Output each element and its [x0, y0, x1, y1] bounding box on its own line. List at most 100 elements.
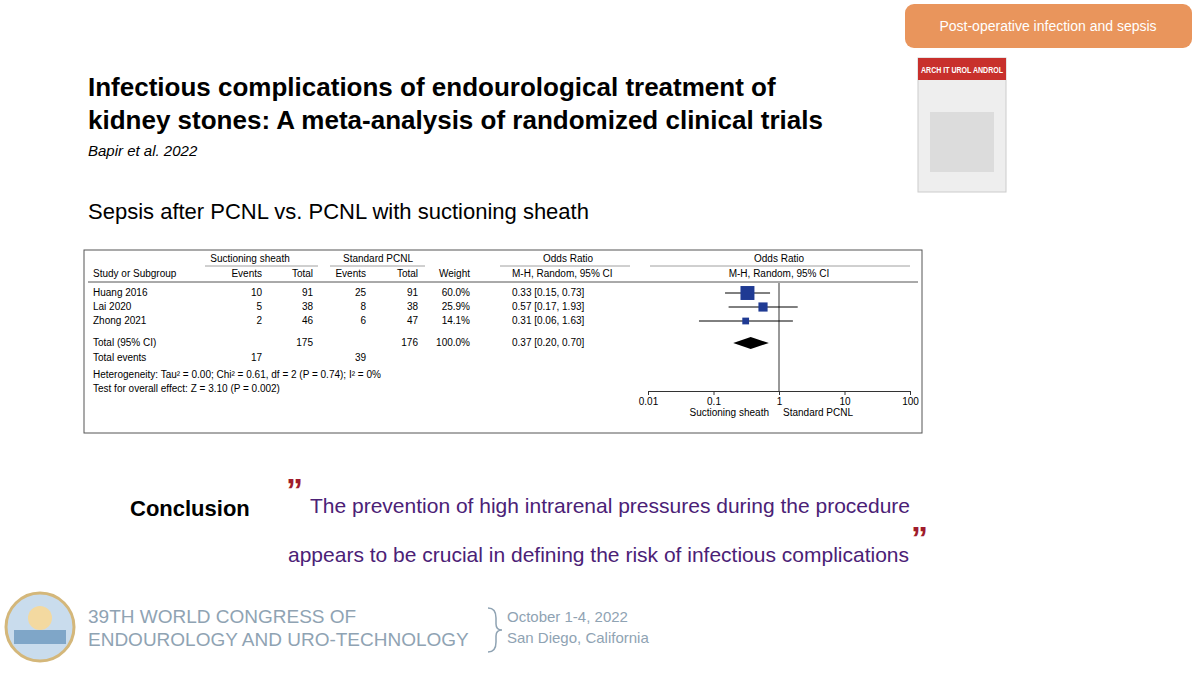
chart-title: Sepsis after PCNL vs. PCNL with suctioni… [88, 199, 589, 224]
tick: 100 [902, 391, 919, 407]
forest-plot: Suctioning sheath Standard PCNL Odds Ratio… [84, 250, 922, 433]
table-cell: 91 [302, 287, 314, 298]
congress: ENDOUROLOGY AND URO-TECHNOLOGY [88, 629, 469, 650]
footer: 39TH WORLD CONGRESS OFENDOUROLOGY AND UR… [6, 593, 649, 661]
table-cell: 0.31 [0.06, 1.63] [512, 315, 585, 326]
overall-effect: Test for overall effect: Z = 3.10 (P = 0… [93, 383, 280, 394]
table-cell: 8 [360, 301, 366, 312]
table-cell: Huang 2016 [93, 287, 148, 298]
title: kidney stones: A meta-analysis of random… [88, 105, 823, 135]
table-cell: 60.0% [442, 287, 470, 298]
total-events-cell: 39 [355, 352, 367, 363]
column-head: Events [231, 268, 262, 279]
tick-label: 0.1 [707, 396, 721, 407]
column-head: Total [292, 268, 313, 279]
total-events-cell: Total events [93, 352, 146, 363]
tick: 0.01 [639, 391, 659, 407]
tick-mark [845, 391, 846, 395]
table-cell: 91 [407, 287, 419, 298]
total-cell: 0.37 [0.20, 0.70] [512, 337, 585, 348]
null-line [779, 283, 780, 391]
marks [699, 286, 798, 349]
quote-mark: ” [286, 471, 303, 509]
congress: 39TH WORLD CONGRESS OF [88, 606, 356, 627]
logo-sea [14, 630, 66, 644]
column-head: M-H, Random, 95% CI [729, 268, 830, 279]
tick-label: 0.01 [639, 396, 659, 407]
column-head: Total [397, 268, 418, 279]
tick-label: 100 [902, 396, 919, 407]
journal-name: ARCH IT UROL ANDROL [921, 65, 1003, 75]
conclusion: Conclusion”The prevention of high intrar… [130, 471, 928, 566]
total-cell: Total (95% CI) [93, 337, 156, 348]
conclusion-text: appears to be crucial in defining the ri… [288, 543, 909, 566]
dates: October 1-4, 2022 [507, 608, 628, 625]
total-cell: 100.0% [436, 337, 470, 348]
tick-label: 10 [839, 396, 851, 407]
table-cell: 6 [360, 315, 366, 326]
column-group: Suctioning sheath [210, 253, 290, 264]
column-head: Weight [439, 268, 470, 279]
tick-mark [714, 391, 715, 395]
badge-text: Post-operative infection and sepsis [939, 18, 1156, 34]
table-cell: 25.9% [442, 301, 470, 312]
title: Infectious complications of endourologic… [88, 72, 776, 102]
axis-label: Standard PCNL [783, 407, 853, 418]
study-square [742, 318, 749, 325]
brace [488, 608, 502, 652]
group-rule [205, 266, 318, 267]
tick: 1 [777, 391, 783, 407]
slide: Post-operative infection and sepsis Infec… [0, 0, 1200, 675]
table-cell: 38 [407, 301, 419, 312]
column-head: M-H, Random, 95% CI [512, 268, 613, 279]
column-group: Odds Ratio [543, 253, 593, 264]
cover-bg [918, 58, 1006, 192]
table-cell: 10 [251, 287, 263, 298]
dates: San Diego, California [507, 629, 649, 646]
pooled-diamond [733, 337, 769, 349]
conclusion-text: The prevention of high intrarenal pressu… [310, 494, 910, 517]
column-head: Study or Subgroup [93, 268, 177, 279]
column-group: Odds Ratio [754, 253, 804, 264]
logo [6, 593, 74, 661]
table-cell: Lai 2020 [93, 301, 132, 312]
header: Infectious complications of endourologic… [88, 72, 823, 224]
tick: 10 [839, 391, 851, 407]
table-cell: 25 [355, 287, 367, 298]
column-group: Standard PCNL [343, 253, 413, 264]
tick: 0.1 [707, 391, 721, 407]
tick-mark [648, 391, 649, 395]
table-cell: 2 [256, 315, 262, 326]
table-cell: 0.33 [0.15, 0.73] [512, 287, 585, 298]
journal-cover: ARCH IT UROL ANDROL [918, 58, 1006, 192]
total-events-cell: 17 [251, 352, 263, 363]
logo-sun [28, 606, 52, 630]
plot-frame [84, 250, 922, 433]
tick-label: 1 [777, 396, 783, 407]
table-cell: 47 [407, 315, 419, 326]
total-cell: 176 [401, 337, 418, 348]
study-square [758, 302, 767, 311]
table-cell: Zhong 2021 [93, 315, 147, 326]
study-square [740, 286, 754, 300]
column-head: Events [335, 268, 366, 279]
cover-image [930, 112, 994, 172]
table-cell: 46 [302, 315, 314, 326]
tick-mark [910, 391, 911, 395]
group-rule [650, 266, 910, 267]
badge: Post-operative infection and sepsis [905, 4, 1192, 48]
citation: Bapir et al. 2022 [88, 142, 198, 159]
badge-bg [905, 4, 1192, 48]
table-cell: 0.57 [0.17, 1.93] [512, 301, 585, 312]
total-cell: 175 [296, 337, 313, 348]
table-cell: 14.1% [442, 315, 470, 326]
axis-label: Suctioning sheath [689, 407, 769, 418]
table-cell: 5 [256, 301, 262, 312]
heterogeneity: Heterogeneity: Tau² = 0.00; Chi² = 0.61,… [93, 369, 381, 380]
quote-mark: ” [911, 519, 928, 557]
header-rule [88, 282, 918, 283]
cover-band [918, 58, 1006, 80]
conclusion-label: Conclusion [130, 496, 250, 521]
group-rule [330, 266, 425, 267]
x-axis: 0.01 0.1 1 10 100 [639, 391, 920, 407]
